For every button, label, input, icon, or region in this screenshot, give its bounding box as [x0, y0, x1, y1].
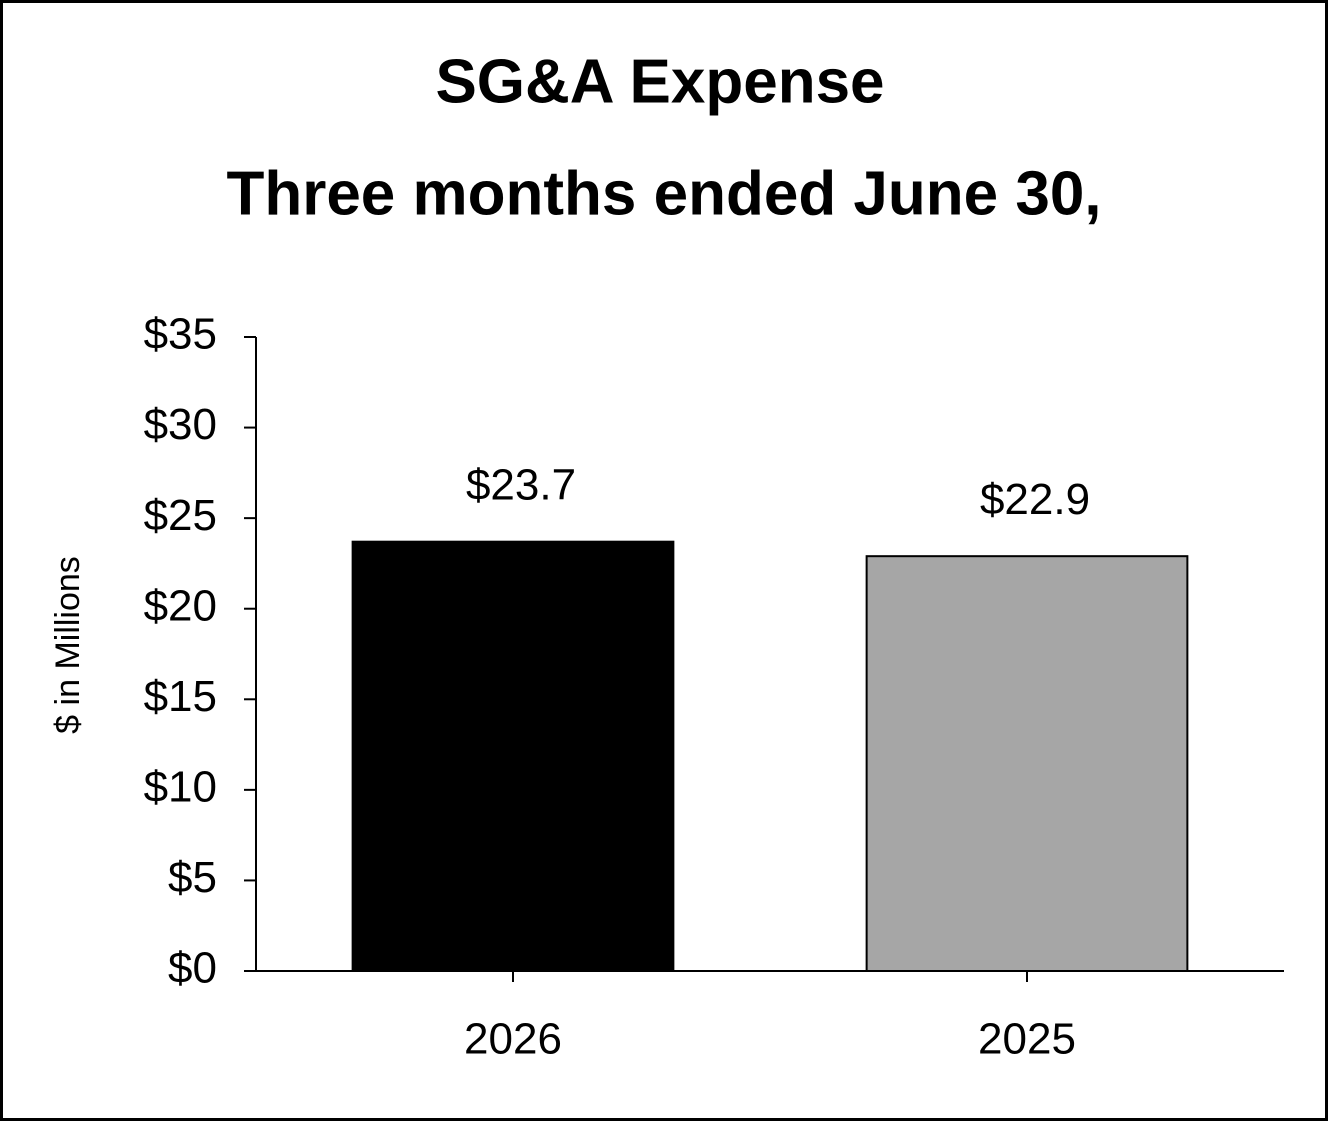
y-tick-label: $5	[168, 853, 217, 902]
x-tick-label: 2025	[978, 1015, 1076, 1064]
y-tick-label: $0	[168, 944, 217, 993]
y-tick-label: $35	[144, 310, 217, 359]
value-label: $22.9	[980, 475, 1090, 524]
value-label: $23.7	[466, 460, 576, 509]
y-tick-label: $20	[144, 581, 217, 630]
x-tick-label: 2026	[464, 1015, 562, 1064]
y-tick-label: $30	[144, 400, 217, 449]
y-axis-title: $ in Millions	[49, 556, 87, 734]
chart-title: SG&A Expense	[435, 47, 884, 116]
chart-subtitle: Three months ended June 30,	[226, 159, 1101, 228]
y-tick-label: $15	[144, 672, 217, 721]
y-tick-label: $25	[144, 491, 217, 540]
bar	[351, 540, 675, 972]
y-tick-label: $10	[144, 762, 217, 811]
bar	[865, 555, 1189, 972]
